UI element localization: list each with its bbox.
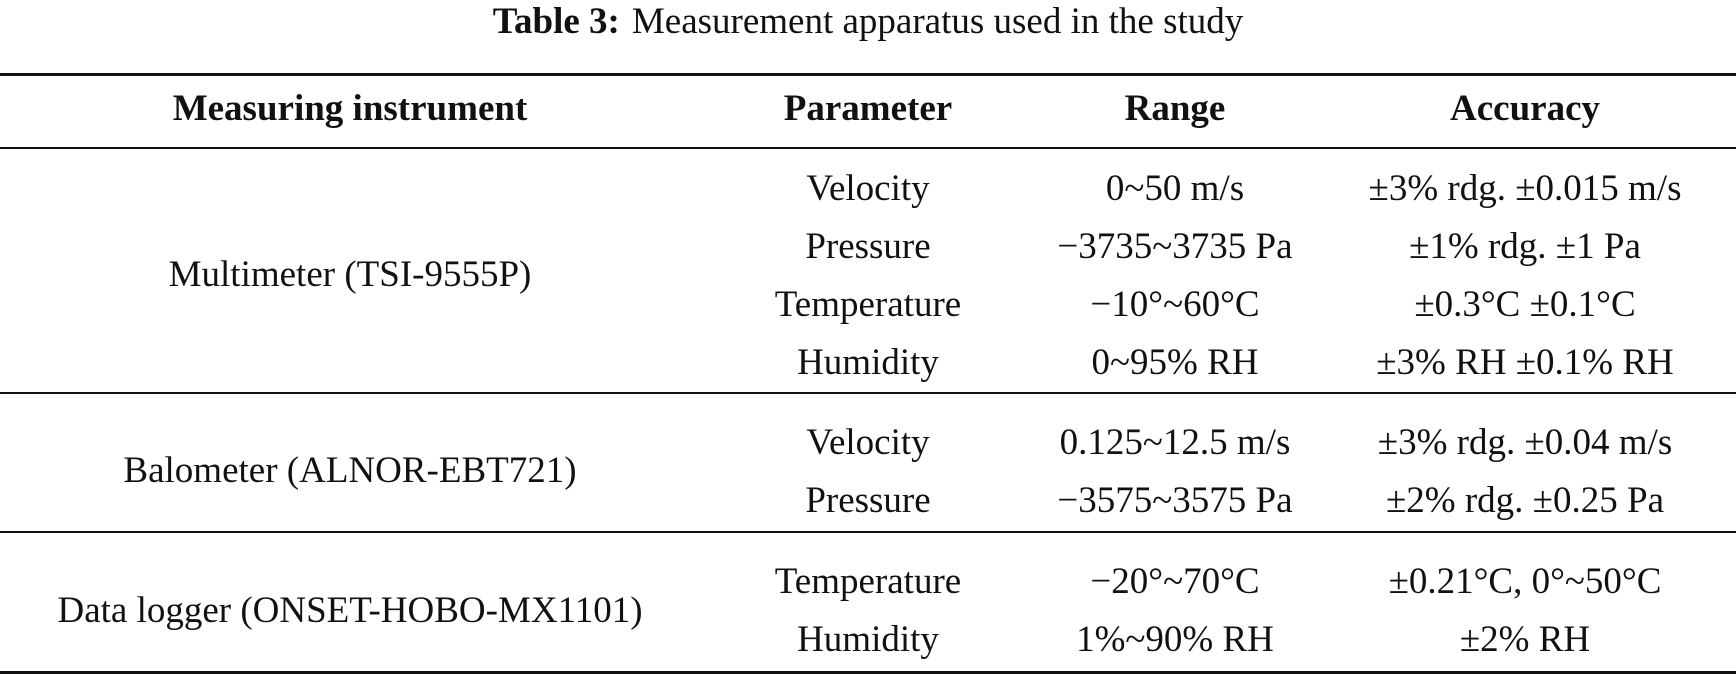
range-cell: 0~95% RH — [1091, 342, 1259, 383]
header-accuracy: Accuracy — [1450, 88, 1600, 129]
parameter-column: Velocity Pressure — [700, 414, 1036, 530]
group-divider — [0, 531, 1736, 533]
header-measuring-instrument: Measuring instrument — [172, 88, 528, 129]
instrument-name: Multimeter (TSI-9555P) — [168, 254, 532, 295]
parameter-cell: Velocity — [806, 168, 930, 209]
range-column: 0.125~12.5 m/s −3575~3575 Pa — [1036, 414, 1314, 530]
header-parameter: Parameter — [783, 88, 953, 129]
group-divider — [0, 392, 1736, 394]
range-cell: 0.125~12.5 m/s — [1059, 422, 1291, 463]
accuracy-column: ±0.21°C, 0°~50°C ±2% RH — [1314, 553, 1736, 669]
table-caption-text: Measurement apparatus used in the study — [631, 1, 1244, 42]
parameter-cell: Velocity — [806, 422, 930, 463]
range-column: −20°~70°C 1%~90% RH — [1036, 553, 1314, 669]
header-range: Range — [1124, 88, 1226, 129]
accuracy-cell: ±2% RH — [1459, 619, 1591, 660]
accuracy-cell: ±3% rdg. ±0.04 m/s — [1377, 422, 1673, 463]
range-cell: −3735~3735 Pa — [1057, 226, 1293, 267]
instrument-name: Balometer (ALNOR-EBT721) — [123, 450, 577, 491]
range-cell: −20°~70°C — [1090, 561, 1260, 602]
accuracy-cell: ±2% rdg. ±0.25 Pa — [1385, 480, 1664, 521]
instrument-name: Data logger (ONSET-HOBO-MX1101) — [57, 590, 643, 631]
accuracy-cell: ±0.3°C ±0.1°C — [1414, 284, 1636, 325]
table-header-rule — [0, 147, 1736, 149]
accuracy-cell: ±3% RH ±0.1% RH — [1376, 342, 1674, 383]
accuracy-column: ±3% rdg. ±0.04 m/s ±2% rdg. ±0.25 Pa — [1314, 414, 1736, 530]
table-bottom-rule — [0, 671, 1736, 674]
accuracy-cell: ±1% rdg. ±1 Pa — [1409, 226, 1641, 267]
accuracy-column: ±3% rdg. ±0.015 m/s ±1% rdg. ±1 Pa ±0.3°… — [1314, 160, 1736, 392]
parameter-column: Temperature Humidity — [700, 553, 1036, 669]
accuracy-cell: ±0.21°C, 0°~50°C — [1388, 561, 1662, 602]
table-top-rule — [0, 73, 1736, 76]
range-cell: 0~50 m/s — [1105, 168, 1245, 209]
range-cell: 1%~90% RH — [1076, 619, 1274, 660]
parameter-cell: Pressure — [805, 480, 931, 521]
parameter-cell: Temperature — [774, 561, 962, 602]
range-cell: −10°~60°C — [1090, 284, 1260, 325]
range-column: 0~50 m/s −3735~3735 Pa −10°~60°C 0~95% R… — [1036, 160, 1314, 392]
table-caption-label: Table 3: — [492, 1, 620, 42]
parameter-cell: Pressure — [805, 226, 931, 267]
range-cell: −3575~3575 Pa — [1057, 480, 1293, 521]
parameter-cell: Temperature — [774, 284, 962, 325]
parameter-column: Velocity Pressure Temperature Humidity — [700, 160, 1036, 392]
parameter-cell: Humidity — [797, 619, 939, 660]
accuracy-cell: ±3% rdg. ±0.015 m/s — [1368, 168, 1682, 209]
parameter-cell: Humidity — [797, 342, 939, 383]
table-caption: Table 3: Measurement apparatus used in th… — [0, 0, 1736, 50]
